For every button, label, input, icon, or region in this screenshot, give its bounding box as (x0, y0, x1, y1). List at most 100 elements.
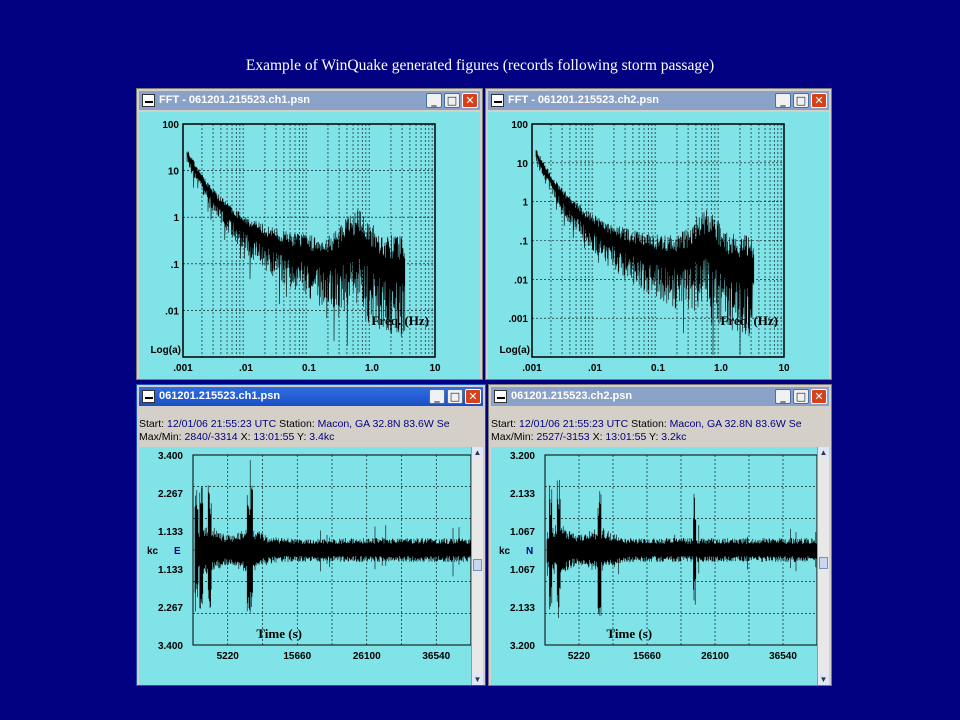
vertical-scrollbar[interactable]: ▲ ▼ (817, 447, 829, 685)
x-readout-value: 13:01:55 (253, 431, 295, 443)
y-readout-value: 3.4kc (309, 431, 335, 443)
y-readout-label: Y: (649, 431, 659, 443)
maximize-button[interactable]: □ (793, 389, 809, 404)
start-value: 12/01/06 21:55:23 UTC (519, 418, 629, 430)
window-title: 061201.215523.ch2.psn (511, 390, 633, 402)
fft-x-tick-label: .001 (173, 363, 193, 374)
maximize-button[interactable]: □ (793, 93, 809, 108)
scroll-down-icon[interactable]: ▼ (818, 674, 829, 685)
close-button[interactable]: ✕ (462, 93, 478, 108)
station-value: Macon, GA 32.8N 83.6W Se (317, 418, 450, 430)
fft-y-tick-label: .1 (520, 237, 529, 248)
scroll-thumb[interactable] (473, 559, 482, 571)
trace-x-tick-label: 15660 (633, 651, 661, 662)
trace-x-tick-label: 36540 (422, 651, 450, 662)
fft-window-ch2-titlebar[interactable]: FFT - 061201.215523.ch2.psn _ □ ✕ (488, 91, 829, 110)
start-label: Start: (491, 418, 517, 430)
trace-app-icon (142, 390, 155, 403)
station-value: Macon, GA 32.8N 83.6W Se (669, 418, 802, 430)
trace-x-tick-label: 26100 (701, 651, 729, 662)
trace-info-start: Start: 12/01/06 21:55:23 UTC Station: Ma… (139, 418, 483, 431)
trace-component-label: E (174, 546, 181, 557)
y-readout-label: Y: (297, 431, 307, 443)
vertical-scrollbar[interactable]: ▲ ▼ (471, 447, 483, 685)
fft-spectrum-trace (186, 151, 406, 346)
trace-x-tick-label: 5220 (568, 651, 591, 662)
trace-x-tick-label: 26100 (353, 651, 381, 662)
trace-y-tick-label: 1.067 (510, 565, 535, 576)
trace-y-tick-label: 3.400 (158, 451, 183, 462)
fft-x-tick-label: 1.0 (365, 363, 379, 374)
fft-y-axis-label: Log(a) (150, 345, 181, 356)
trace-y-tick-label: 2.267 (158, 603, 183, 614)
trace-window-ch2[interactable]: 061201.215523.ch2.psn _ □ ✕ Start: 12/01… (488, 384, 832, 686)
fft-app-icon (491, 94, 504, 107)
fft-x-tick-label: 0.1 (302, 363, 316, 374)
fft-spectrum-trace (535, 150, 755, 356)
maxmin-label: Max/Min: (139, 431, 182, 443)
minimize-button[interactable]: _ (429, 389, 445, 404)
fft-y-tick-label: .1 (171, 260, 180, 271)
fft-x-tick-label: 0.1 (651, 363, 665, 374)
close-button[interactable]: ✕ (465, 389, 481, 404)
fft-x-tick-label: .001 (522, 363, 542, 374)
minimize-button[interactable]: _ (775, 93, 791, 108)
trace-x-axis-label: Time (s) (256, 626, 302, 641)
fft-y-axis-label: Log(a) (499, 345, 530, 356)
maximize-button[interactable]: □ (447, 389, 463, 404)
fft-plot-area[interactable]: 100 10 1.1.01.001 Log(a) .001.01 0.1 1.0 10 Freq… (488, 112, 829, 379)
fft-x-axis-label: Freq. (Hz) (371, 313, 429, 328)
fft-y-tick-label: 1 (173, 213, 179, 224)
minimize-button[interactable]: _ (426, 93, 442, 108)
fft-plot-area[interactable]: 100 10 1 .1 .01 Log(a) .001 .01 0.1 1.0 10 Freq. (H… (139, 112, 480, 379)
scroll-up-icon[interactable]: ▲ (472, 447, 483, 458)
fft-window-ch1-titlebar[interactable]: FFT - 061201.215523.ch1.psn _ □ ✕ (139, 91, 480, 110)
fft-x-tick-label: 10 (429, 363, 441, 374)
trace-x-axis-label: Time (s) (607, 626, 653, 641)
trace-info-maxmin: Max/Min: 2840/-3314 X: 13:01:55 Y: 3.4kc (139, 431, 483, 444)
maxmin-value: 2527/-3153 (536, 431, 590, 443)
trace-x-tick-label: 5220 (217, 651, 240, 662)
minimize-button[interactable]: _ (775, 389, 791, 404)
scroll-thumb[interactable] (819, 557, 828, 569)
trace-unit-label: kc (499, 546, 511, 557)
trace-plot-area[interactable]: 3.400 2.267 1.133 1.133 2.267 3.400 kc E 5220 156… (139, 447, 483, 685)
seismic-trace (194, 460, 471, 613)
fft-window-ch1[interactable]: FFT - 061201.215523.ch1.psn _ □ ✕ 100 10 1… (136, 88, 483, 380)
fft-x-tick-label: 10 (778, 363, 790, 374)
trace-window-ch2-titlebar[interactable]: 061201.215523.ch2.psn _ □ ✕ (491, 387, 829, 406)
fft-window-ch2[interactable]: FFT - 061201.215523.ch2.psn _ □ ✕ 100 10 1… (485, 88, 832, 380)
trace-y-tick-label: 2.133 (510, 489, 535, 500)
fft-x-tick-label: .01 (588, 363, 602, 374)
fft-y-tick-label: 10 (168, 167, 180, 178)
maximize-button[interactable]: □ (444, 93, 460, 108)
window-title: FFT - 061201.215523.ch2.psn (508, 94, 660, 106)
fft-y-tick-label: 100 (162, 120, 179, 131)
station-label: Station: (631, 418, 667, 430)
fft-y-tick-label: .001 (509, 314, 529, 325)
trace-window-ch1[interactable]: 061201.215523.ch1.psn _ □ ✕ Start: 12/01… (136, 384, 486, 686)
trace-plot-area[interactable]: 3.200 2.133 1.067 1.067 2.133 3.200 kc N 5220 156… (491, 447, 829, 685)
fft-y-tick-label: 100 (511, 120, 528, 131)
trace-y-tick-label: 2.267 (158, 489, 183, 500)
close-button[interactable]: ✕ (811, 93, 827, 108)
trace-chart-ch2: 3.200 2.133 1.067 1.067 2.133 3.200 kc N 5220 156… (499, 451, 818, 662)
trace-unit-label: kc (147, 546, 159, 557)
scroll-down-icon[interactable]: ▼ (472, 674, 483, 685)
trace-info-start: Start: 12/01/06 21:55:23 UTC Station: Ma… (491, 418, 829, 431)
maxmin-label: Max/Min: (491, 431, 534, 443)
x-readout-value: 13:01:55 (605, 431, 647, 443)
start-value: 12/01/06 21:55:23 UTC (167, 418, 277, 430)
scroll-up-icon[interactable]: ▲ (818, 447, 829, 458)
trace-chart-ch1: 3.400 2.267 1.133 1.133 2.267 3.400 kc E 5220 156… (147, 451, 472, 662)
trace-y-tick-label: 1.133 (158, 565, 183, 576)
close-button[interactable]: ✕ (811, 389, 827, 404)
x-readout-label: X: (592, 431, 603, 443)
trace-window-ch1-titlebar[interactable]: 061201.215523.ch1.psn _ □ ✕ (139, 387, 483, 406)
trace-y-tick-label: 2.133 (510, 603, 535, 614)
fft-y-tick-label: 10 (517, 159, 529, 170)
x-readout-label: X: (240, 431, 251, 443)
window-title: FFT - 061201.215523.ch1.psn (159, 94, 311, 106)
station-label: Station: (279, 418, 315, 430)
